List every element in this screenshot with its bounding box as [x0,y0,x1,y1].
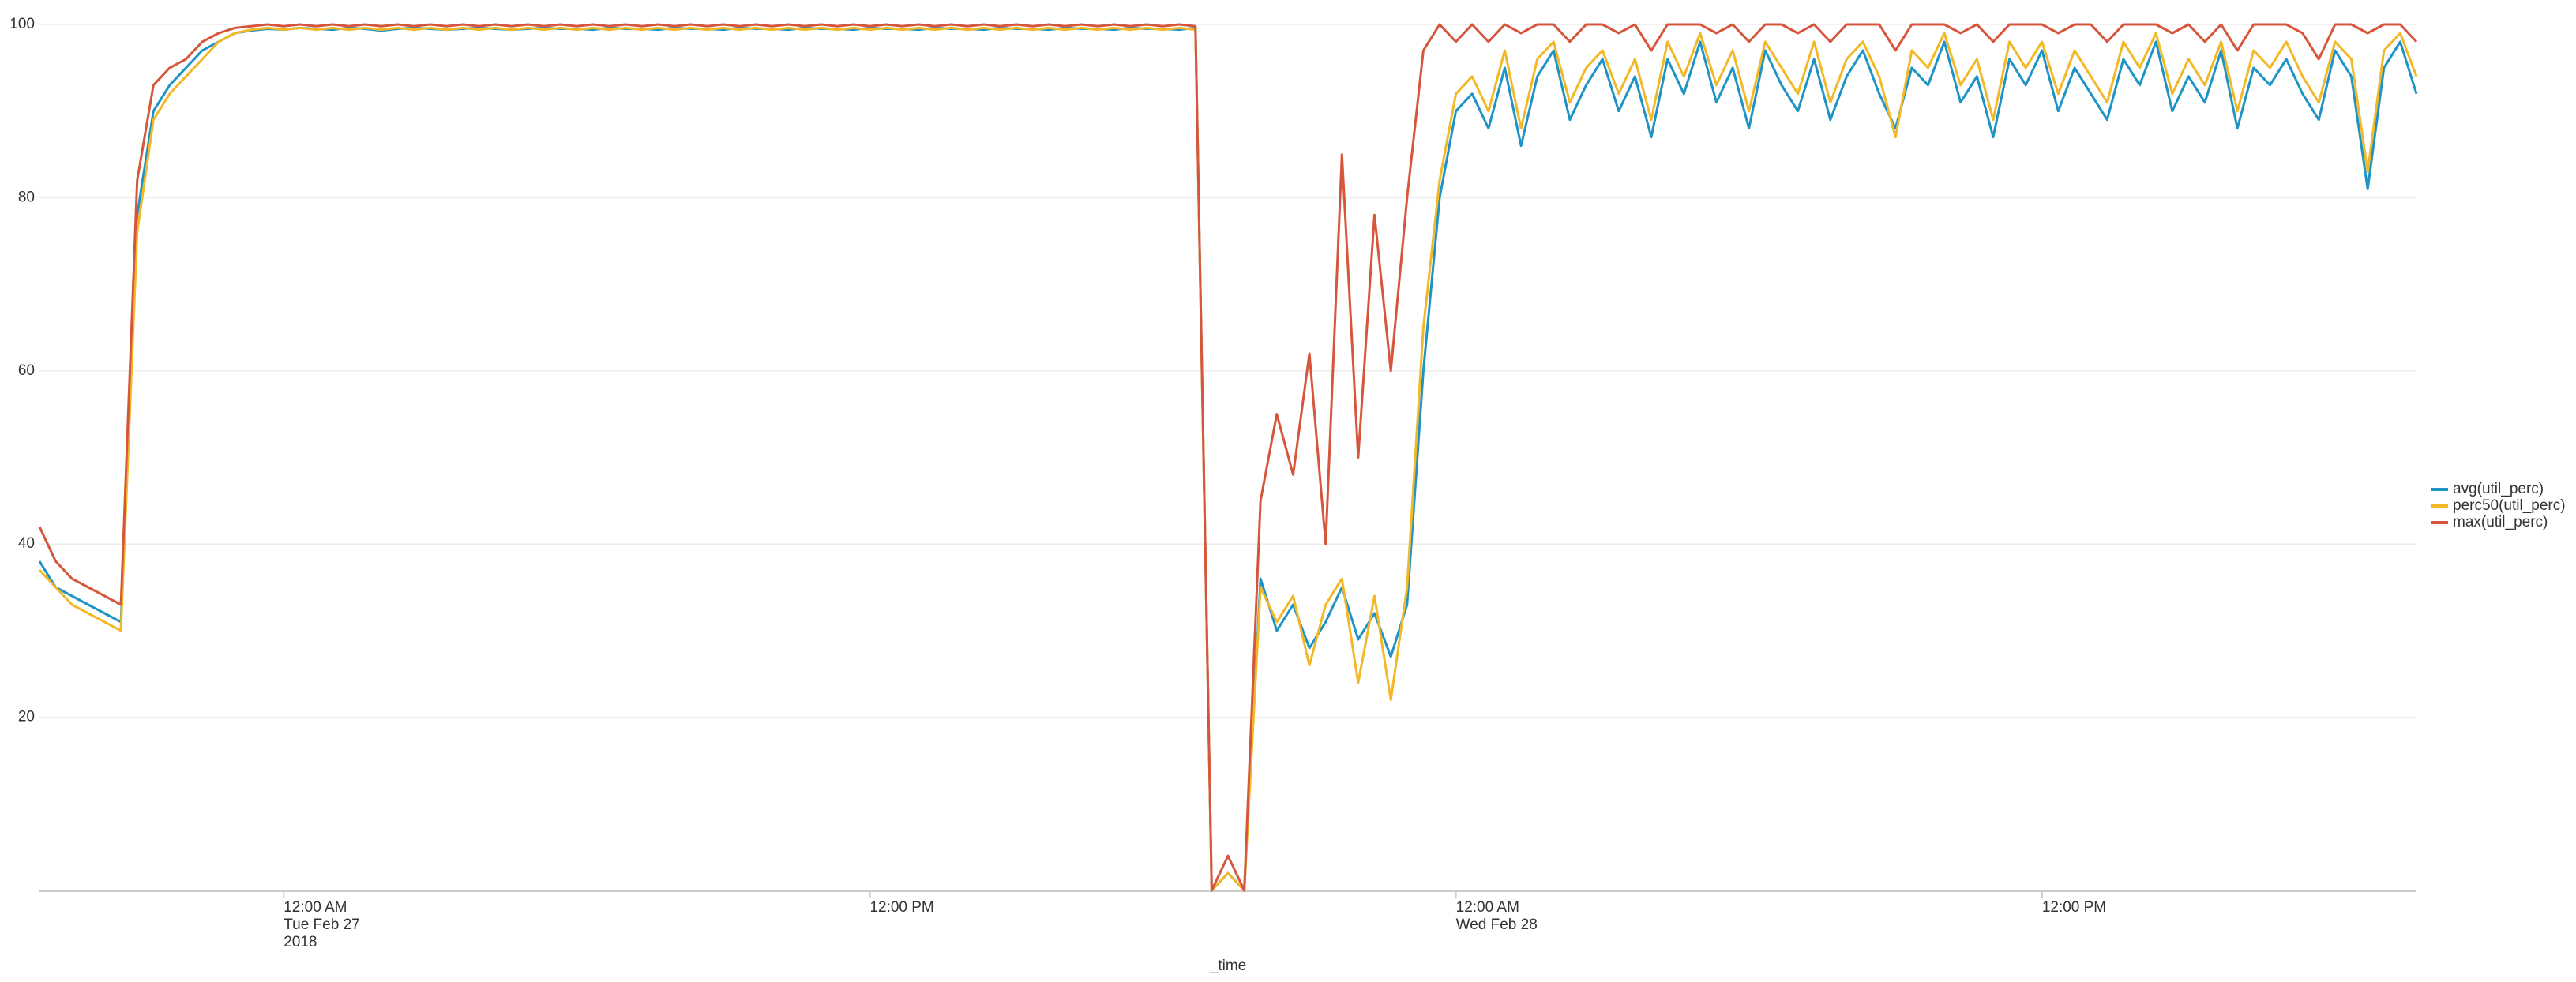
x-axis-title: _time [1209,958,1246,974]
x-tick-label: 12:00 AM Tue Feb 27 2018 [284,899,359,950]
legend-label: avg(util_perc) [2453,481,2544,497]
series-line [38,26,2418,892]
legend-label: max(util_perc) [2453,514,2548,530]
y-tick-label: 40 [18,535,35,552]
legend-label: perc50(util_perc) [2453,497,2566,514]
series-line [38,26,2418,892]
y-tick-label: 60 [18,362,35,379]
x-tick-label: 12:00 PM [2042,899,2106,916]
y-tick-label: 20 [18,709,35,725]
x-tick-label: 12:00 AM Wed Feb 28 [1456,899,1538,933]
y-tick-label: 80 [18,189,35,205]
x-tick-label: 12:00 PM [869,899,933,916]
series-line [38,23,2418,892]
y-tick-label: 100 [9,16,35,32]
